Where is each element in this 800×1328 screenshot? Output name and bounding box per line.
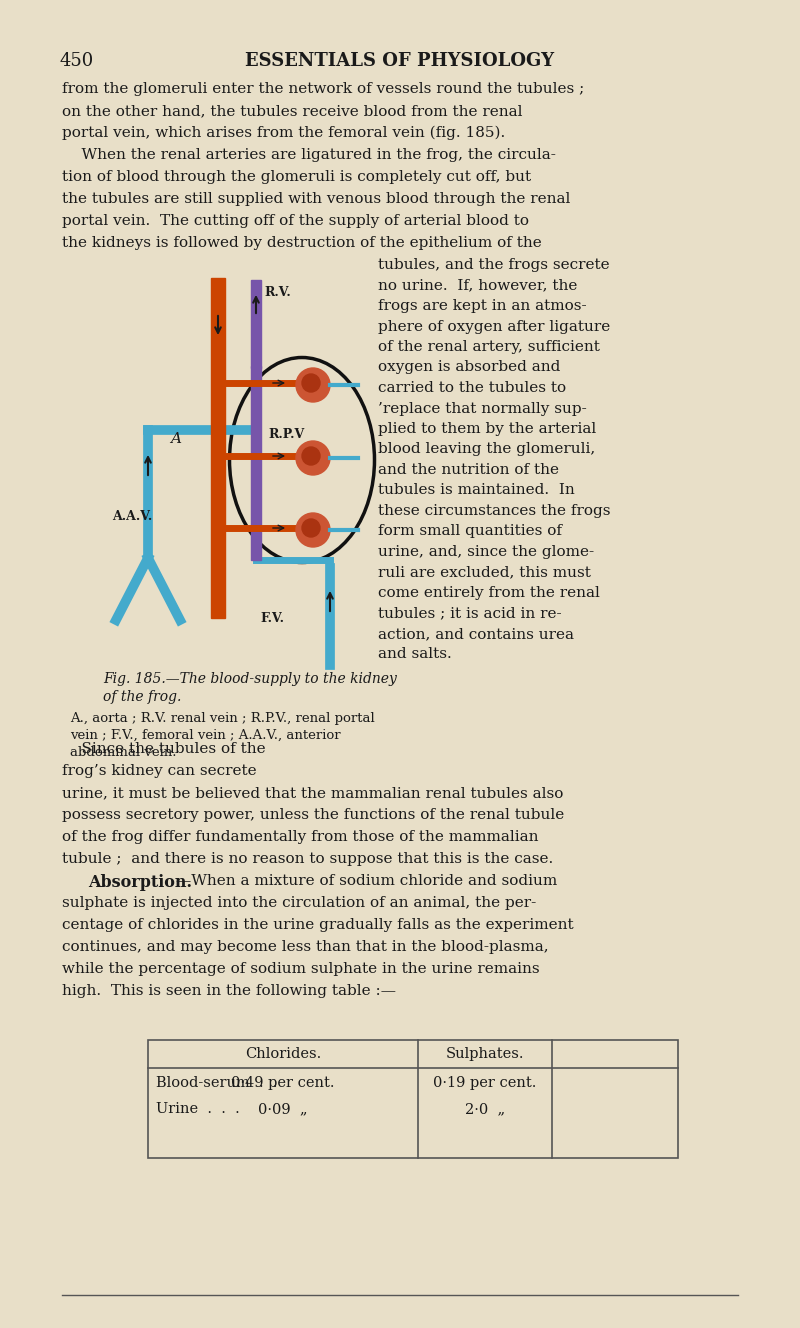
Circle shape — [296, 513, 330, 547]
Text: Absorption.: Absorption. — [88, 874, 192, 891]
Text: form small quantities of: form small quantities of — [378, 525, 562, 538]
Text: Urine  .  .  .: Urine . . . — [156, 1102, 240, 1116]
Text: tubules ; it is acid in re-: tubules ; it is acid in re- — [378, 607, 562, 620]
Text: R.V.: R.V. — [264, 286, 290, 299]
Text: 450: 450 — [60, 52, 94, 70]
Text: R.P.V: R.P.V — [268, 428, 304, 441]
Text: When the renal arteries are ligatured in the frog, the circula-: When the renal arteries are ligatured in… — [62, 147, 556, 162]
Text: A: A — [170, 432, 181, 446]
Text: Fig. 185.—The blood-supply to the kidney: Fig. 185.—The blood-supply to the kidney — [103, 672, 397, 687]
Text: 0·09  „: 0·09 „ — [258, 1102, 308, 1116]
Text: sulphate is injected into the circulation of an animal, the per-: sulphate is injected into the circulatio… — [62, 896, 536, 910]
Text: tubule ;  and there is no reason to suppose that this is the case.: tubule ; and there is no reason to suppo… — [62, 853, 554, 866]
Text: 0·49 per cent.: 0·49 per cent. — [231, 1076, 334, 1090]
Text: and salts.: and salts. — [378, 648, 452, 661]
Text: vein ; F.V., femoral vein ; A.A.V., anterior: vein ; F.V., femoral vein ; A.A.V., ante… — [70, 729, 341, 742]
Text: ESSENTIALS OF PHYSIOLOGY: ESSENTIALS OF PHYSIOLOGY — [246, 52, 554, 70]
Text: tubules, and the frogs secrete: tubules, and the frogs secrete — [378, 258, 610, 272]
Text: Since the tubules of the: Since the tubules of the — [62, 742, 266, 756]
Text: centage of chlorides in the urine gradually falls as the experiment: centage of chlorides in the urine gradua… — [62, 918, 574, 932]
Text: tubules is maintained.  In: tubules is maintained. In — [378, 483, 574, 498]
Text: A.A.V.: A.A.V. — [112, 510, 152, 523]
Text: no urine.  If, however, the: no urine. If, however, the — [378, 279, 578, 292]
Text: Chlorides.: Chlorides. — [245, 1046, 321, 1061]
Circle shape — [296, 441, 330, 475]
Bar — [211, 278, 225, 618]
Text: urine, and, since the glome-: urine, and, since the glome- — [378, 544, 594, 559]
Text: ruli are excluded, this must: ruli are excluded, this must — [378, 566, 591, 579]
Circle shape — [296, 368, 330, 402]
Text: tion of blood through the glomeruli is completely cut off, but: tion of blood through the glomeruli is c… — [62, 170, 531, 185]
Text: A., aorta ; R.V. renal vein ; R.P.V., renal portal: A., aorta ; R.V. renal vein ; R.P.V., re… — [70, 712, 374, 725]
Text: abdominal vein.: abdominal vein. — [70, 746, 177, 760]
Text: on the other hand, the tubules receive blood from the renal: on the other hand, the tubules receive b… — [62, 104, 522, 118]
Bar — [148, 1040, 678, 1158]
Text: carried to the tubules to: carried to the tubules to — [378, 381, 566, 394]
Text: frogs are kept in an atmos-: frogs are kept in an atmos- — [378, 299, 586, 313]
Circle shape — [302, 374, 320, 392]
Text: possess secretory power, unless the functions of the renal tubule: possess secretory power, unless the func… — [62, 807, 564, 822]
Text: from the glomeruli enter the network of vessels round the tubules ;: from the glomeruli enter the network of … — [62, 82, 584, 96]
Text: high.  This is seen in the following table :—: high. This is seen in the following tabl… — [62, 984, 396, 999]
Text: frog’s kidney can secrete: frog’s kidney can secrete — [62, 764, 257, 778]
Text: oxygen is absorbed and: oxygen is absorbed and — [378, 360, 560, 374]
Text: action, and contains urea: action, and contains urea — [378, 627, 574, 641]
Text: come entirely from the renal: come entirely from the renal — [378, 586, 600, 600]
Text: of the frog.: of the frog. — [103, 691, 182, 704]
Text: phere of oxygen after ligature: phere of oxygen after ligature — [378, 320, 610, 333]
Text: the tubules are still supplied with venous blood through the renal: the tubules are still supplied with veno… — [62, 193, 570, 206]
Circle shape — [302, 519, 320, 537]
Text: plied to them by the arterial: plied to them by the arterial — [378, 422, 596, 436]
Text: Sulphates.: Sulphates. — [446, 1046, 524, 1061]
Text: —When a mixture of sodium chloride and sodium: —When a mixture of sodium chloride and s… — [176, 874, 558, 888]
Bar — [251, 367, 261, 560]
Circle shape — [302, 448, 320, 465]
Text: urine, it must be believed that the mammalian renal tubules also: urine, it must be believed that the mamm… — [62, 786, 563, 799]
Text: of the frog differ fundamentally from those of the mammalian: of the frog differ fundamentally from th… — [62, 830, 538, 845]
Text: 2·0  „: 2·0 „ — [465, 1102, 505, 1116]
Text: and the nutrition of the: and the nutrition of the — [378, 463, 559, 477]
Text: ’replace that normally sup-: ’replace that normally sup- — [378, 401, 586, 416]
Text: 0·19 per cent.: 0·19 per cent. — [434, 1076, 537, 1090]
Text: the kidneys is followed by destruction of the epithelium of the: the kidneys is followed by destruction o… — [62, 236, 542, 250]
Text: blood leaving the glomeruli,: blood leaving the glomeruli, — [378, 442, 595, 457]
Text: while the percentage of sodium sulphate in the urine remains: while the percentage of sodium sulphate … — [62, 961, 540, 976]
Text: portal vein, which arises from the femoral vein (fig. 185).: portal vein, which arises from the femor… — [62, 126, 506, 141]
Text: portal vein.  The cutting off of the supply of arterial blood to: portal vein. The cutting off of the supp… — [62, 214, 529, 228]
Text: Blood-serum  .  .: Blood-serum . . — [156, 1076, 278, 1090]
Text: of the renal artery, sufficient: of the renal artery, sufficient — [378, 340, 600, 355]
Text: these circumstances the frogs: these circumstances the frogs — [378, 505, 610, 518]
Bar — [251, 280, 261, 368]
Text: continues, and may become less than that in the blood-plasma,: continues, and may become less than that… — [62, 940, 549, 954]
Text: F.V.: F.V. — [260, 612, 284, 625]
